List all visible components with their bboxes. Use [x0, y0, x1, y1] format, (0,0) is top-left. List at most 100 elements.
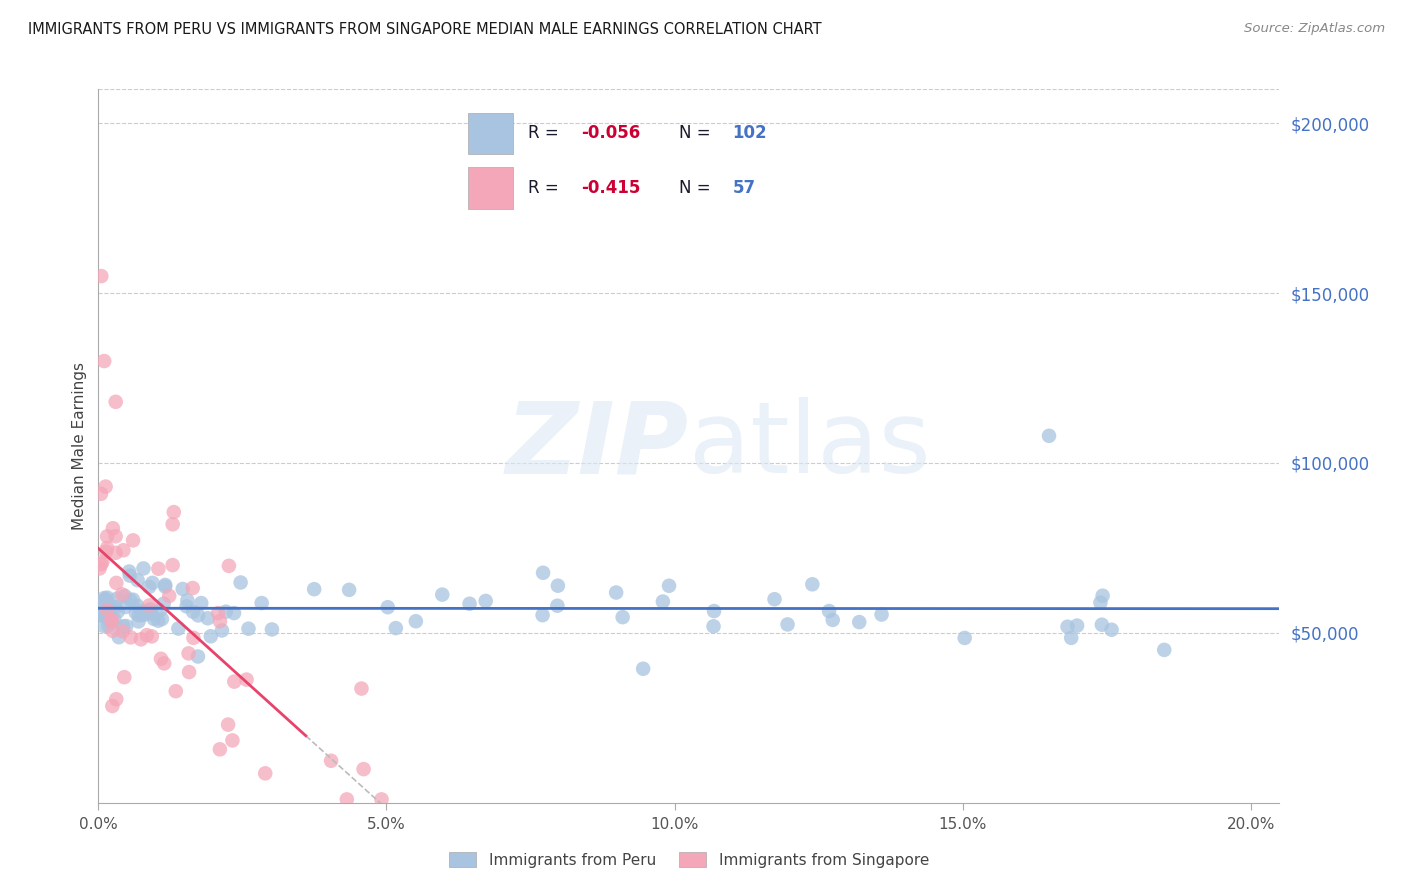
Point — [89, 561, 111, 575]
Point — [208, 614, 231, 628]
Point — [93, 609, 115, 624]
Point — [1090, 596, 1112, 610]
Point — [103, 612, 125, 626]
Point — [90, 269, 112, 284]
Point — [176, 593, 198, 607]
Point — [111, 624, 134, 639]
Point — [114, 600, 136, 615]
Point — [658, 579, 681, 593]
Point — [129, 632, 152, 647]
Text: IMMIGRANTS FROM PERU VS IMMIGRANTS FROM SINGAPORE MEDIAN MALE EARNINGS CORRELATI: IMMIGRANTS FROM PERU VS IMMIGRANTS FROM … — [28, 22, 821, 37]
Point — [150, 612, 173, 626]
Point — [93, 354, 115, 368]
Y-axis label: Median Male Earnings: Median Male Earnings — [72, 362, 87, 530]
Point — [138, 580, 160, 594]
Point — [260, 623, 283, 637]
Point — [132, 607, 155, 622]
Point — [250, 596, 273, 610]
Point — [125, 606, 148, 620]
Point — [148, 562, 170, 576]
Point — [162, 517, 184, 532]
Point — [94, 480, 117, 494]
Point — [432, 588, 454, 602]
Point — [111, 587, 134, 601]
Point — [377, 600, 399, 615]
Point — [141, 575, 163, 590]
Point — [118, 593, 141, 607]
Point — [148, 614, 170, 628]
Point — [105, 692, 128, 706]
Point — [181, 605, 204, 619]
Point — [138, 599, 160, 613]
Point — [183, 631, 205, 645]
Point — [101, 521, 124, 535]
Text: ZIP: ZIP — [506, 398, 689, 494]
Point — [546, 599, 568, 613]
Point — [801, 577, 824, 591]
Point — [218, 558, 240, 573]
Point — [141, 607, 163, 621]
Point — [612, 610, 634, 624]
Point — [547, 579, 569, 593]
Point — [122, 533, 145, 548]
Point — [112, 543, 135, 558]
Point — [118, 568, 141, 582]
Point — [149, 603, 172, 617]
Point — [176, 599, 198, 614]
Point — [238, 622, 260, 636]
Text: atlas: atlas — [689, 398, 931, 494]
Point — [141, 629, 163, 643]
Point — [104, 394, 127, 409]
Point — [105, 591, 128, 606]
Point — [127, 573, 149, 587]
Point — [138, 603, 160, 617]
Point — [128, 615, 150, 629]
Point — [207, 606, 229, 620]
Point — [100, 614, 122, 628]
Point — [177, 665, 200, 679]
Point — [96, 603, 118, 617]
Point — [215, 605, 238, 619]
Point — [350, 681, 373, 696]
Point — [94, 592, 117, 607]
Point — [93, 597, 115, 611]
Point — [149, 652, 172, 666]
Point — [96, 529, 118, 543]
Point — [90, 487, 112, 501]
Point — [163, 505, 186, 519]
Point — [104, 546, 127, 560]
Point — [631, 662, 654, 676]
Point — [101, 699, 124, 714]
Point — [100, 599, 122, 614]
Point — [153, 580, 176, 594]
Point — [821, 613, 844, 627]
Point — [135, 628, 157, 642]
Point — [134, 605, 156, 619]
Point — [155, 578, 177, 592]
Point — [93, 606, 115, 620]
Point — [235, 673, 257, 687]
Point — [405, 614, 427, 628]
Point — [112, 670, 135, 684]
Point — [197, 611, 219, 625]
Point — [122, 592, 145, 607]
Point — [115, 619, 138, 633]
Point — [474, 594, 496, 608]
Point — [104, 599, 127, 614]
Point — [96, 591, 118, 605]
Point — [187, 649, 209, 664]
Point — [1060, 631, 1083, 645]
Point — [142, 612, 165, 626]
Point — [101, 624, 124, 638]
Legend: Immigrants from Peru, Immigrants from Singapore: Immigrants from Peru, Immigrants from Si… — [443, 846, 935, 873]
Point — [953, 631, 976, 645]
Point — [208, 742, 231, 756]
Point — [97, 600, 120, 615]
Point — [531, 566, 554, 580]
Point — [129, 604, 152, 618]
Point — [94, 544, 117, 558]
Point — [127, 599, 149, 613]
Point — [200, 629, 222, 643]
Point — [818, 604, 841, 618]
Point — [162, 558, 184, 573]
